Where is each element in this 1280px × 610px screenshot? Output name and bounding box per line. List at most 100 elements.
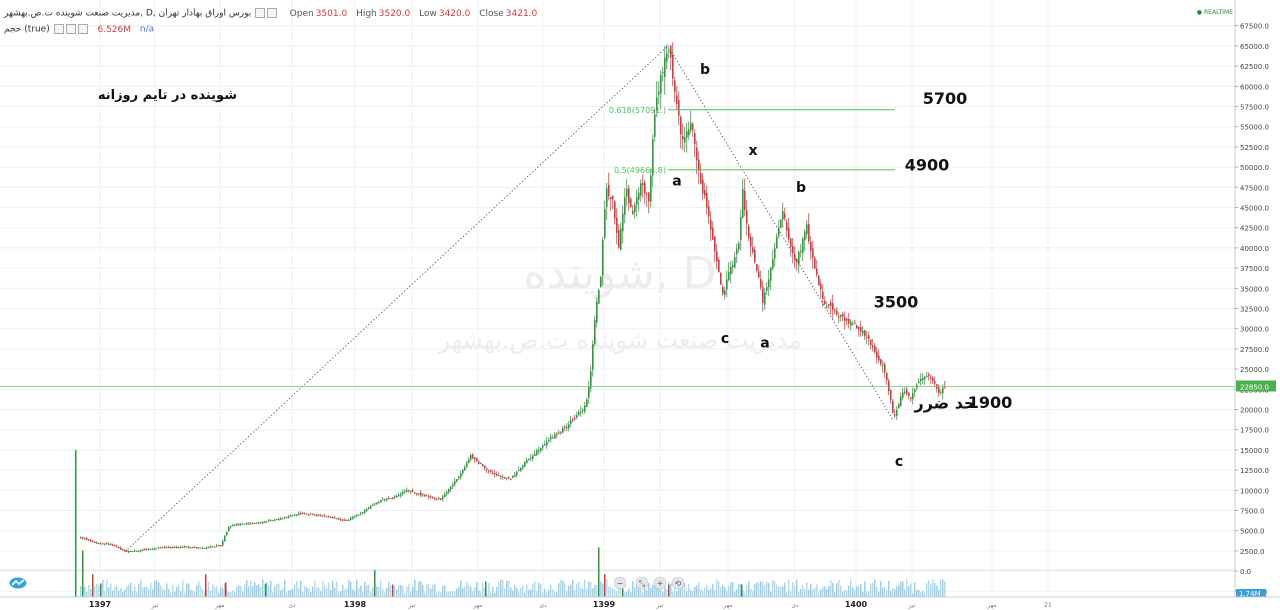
volume-bar [552,589,554,597]
candle-body [122,549,124,551]
fullscreen-icon[interactable] [635,576,649,590]
candle-body [584,405,586,412]
volume-bar [722,584,724,597]
zoom-out-icon[interactable] [613,576,627,590]
candle-body [746,210,748,224]
zoom-in-icon[interactable] [653,576,667,590]
candle-body [652,139,654,176]
volume-bar [550,584,552,597]
candle-body [864,330,866,337]
volume-bar [394,586,396,597]
candle-body [382,499,384,501]
volume-bar [206,589,208,597]
wave-label: c [721,331,729,347]
candle-body [714,236,716,252]
candle-body [598,289,600,304]
volume-bar [356,579,358,597]
candle-body [128,551,130,553]
candle-body [890,390,892,400]
volume-bar [872,582,874,597]
candle-body [512,475,514,478]
candle-body [810,242,812,251]
volume-bar [340,591,342,597]
candle-body [706,193,708,208]
candle-body [206,547,208,549]
eye-icon[interactable] [255,8,266,18]
price-tick-label: 17500.0 [1240,427,1269,435]
volume-bar [318,587,320,597]
close-icon[interactable] [77,24,88,34]
candle-body [838,316,840,318]
candle-body [754,249,756,263]
volume-bar [148,589,150,597]
volume-bar [196,585,198,597]
volume-bar [462,587,464,597]
candle-body [438,498,440,500]
candle-body [914,389,916,393]
candle-body [146,549,148,551]
price-tick-label: 30000.0 [1240,326,1269,334]
volume-bar [888,580,890,597]
candle-body [154,548,156,550]
chart-toolbar[interactable]: − ⤡ + ⟲ [613,576,685,590]
candle-body [818,275,820,286]
settings-icon[interactable] [65,24,76,34]
candle-body [572,419,574,421]
settings-icon[interactable] [267,8,278,18]
candle-body [612,195,614,200]
volume-bar [222,588,224,597]
price-axis[interactable] [1235,0,1280,597]
candle-body [352,516,354,519]
candle-body [102,543,104,545]
candle-body [100,543,102,545]
volume-bar [266,582,268,597]
volume-bar [780,586,782,597]
candle-body [802,238,804,254]
time-axis[interactable] [0,597,1280,610]
volume-bar [654,580,656,597]
volume-bar [232,590,234,597]
eye-icon[interactable] [53,24,64,34]
candle-body [814,257,816,269]
candle-body [194,546,196,548]
wave-label: b [700,62,710,78]
tradingview-logo-icon[interactable] [9,577,27,589]
candle-body [798,251,800,265]
reset-icon[interactable] [671,576,685,590]
candle-body [710,219,712,230]
volume-bar [346,588,348,597]
candle-body [920,378,922,381]
price-tick-label: 27500.0 [1240,346,1269,354]
volume-bar [544,588,546,597]
volume-bar [90,589,92,597]
candle-body [766,287,768,291]
candle-body [526,460,528,464]
candle-body [732,264,734,267]
volume-bar [384,592,386,597]
candle-body [306,513,308,515]
volume-bar [772,580,774,597]
volume-bar [338,591,340,597]
candle-body [112,544,114,546]
volume-bar [784,582,786,597]
symbol-title[interactable]: مدیریت صنعت شوینده ت.ص.بهشهر, D, بورس او… [4,8,252,19]
price-tick-label: 65000.0 [1240,43,1269,51]
volume-bar [328,582,330,597]
volume-bar [132,591,134,597]
volume-bar [152,589,154,597]
candle-body [188,546,190,548]
candle-body [444,494,446,498]
trend-line[interactable] [667,45,894,421]
volume-bar [876,586,878,597]
candle-body [562,428,564,433]
price-tick-label: 15000.0 [1240,447,1269,455]
trend-line[interactable] [124,45,669,553]
volume-bar [270,580,272,597]
volume-bar [510,587,512,597]
volume-bar [568,585,570,597]
volume-bar [404,592,406,597]
candle-body [840,314,842,317]
volume-bar [942,579,944,597]
price-tick-label: 35000.0 [1240,285,1269,293]
